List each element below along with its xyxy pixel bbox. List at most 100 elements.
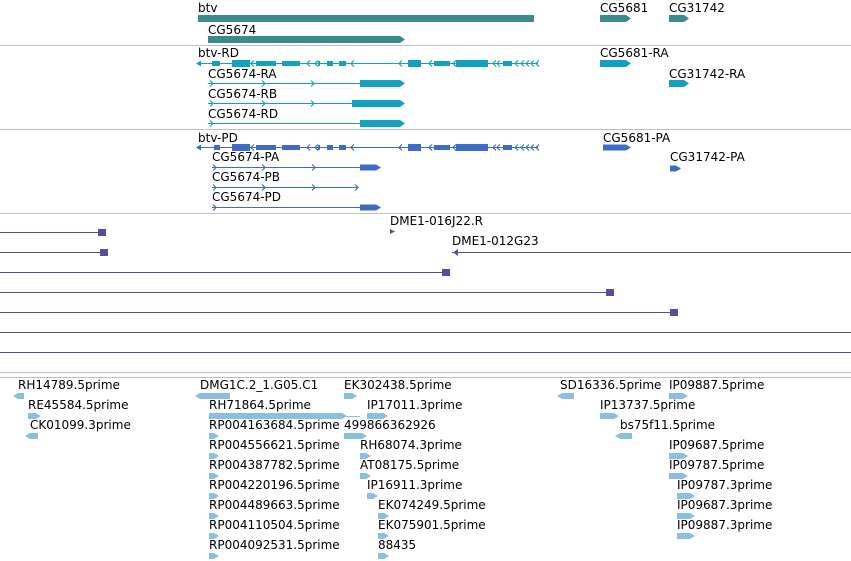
est-label-ip17011-3prime: IP17011.3prime xyxy=(367,398,462,412)
strand-arrow-btv-pd xyxy=(535,144,540,151)
clone-end xyxy=(670,309,678,316)
est-end-ip16911-3prime xyxy=(373,493,378,499)
clone-end xyxy=(100,249,108,256)
exon-btv-pd xyxy=(256,145,276,150)
exon-cg5674-rb xyxy=(352,100,400,107)
est-end-ip17011-3prime xyxy=(383,413,388,419)
est-label-88435: 88435 xyxy=(378,538,416,552)
est-feature-rp004110504-5prime xyxy=(209,533,214,539)
feature-end-cg5674-rb xyxy=(400,100,405,107)
est-label-rp004110504-5prime: RP004110504.5prime xyxy=(209,518,340,532)
est-label-ip09787-3prime: IP09787.3prime xyxy=(677,478,772,492)
strand-arrow-cg5674-ra xyxy=(261,80,266,87)
exon-cg5681 xyxy=(600,15,626,22)
feature-end-cg5674 xyxy=(400,36,405,43)
strand-arrow-cg5674-pb xyxy=(261,184,266,191)
exon-cg31742 xyxy=(669,15,684,22)
exon-btv-rd xyxy=(282,61,300,66)
est-label-499866362926: 499866362926 xyxy=(344,418,436,432)
strand-arrow-btv-pd xyxy=(496,144,501,151)
strand-arrow-btv-rd xyxy=(525,60,530,67)
feature-end-cg5681 xyxy=(626,15,631,22)
est-label-ip09787-5prime: IP09787.5prime xyxy=(669,458,764,472)
est-feature-bs75f11-5prime xyxy=(620,433,632,439)
est-end-ip09687-5prime xyxy=(683,453,688,459)
clone-track: DME1-016J22.R DME1-012G23 xyxy=(0,214,851,353)
est-end-ek075901-5prime xyxy=(384,533,389,539)
feature-label-cg5674-rb: CG5674-RB xyxy=(208,87,277,101)
est-label-rp004387782-5prime: RP004387782.5prime xyxy=(209,458,340,472)
exon-btv-pd xyxy=(434,145,450,150)
exon-btv-rd xyxy=(339,61,346,66)
est-end-rp004489663-5prime xyxy=(214,513,219,519)
feature-end-cg5681-ra xyxy=(626,60,631,67)
est-feature-rp004220196-5prime xyxy=(209,493,214,499)
est-end-rp004556621-5prime xyxy=(214,453,219,459)
exon-btv-rd xyxy=(503,61,512,66)
est-label-sd16336-5prime: SD16336.5prime xyxy=(560,378,661,392)
est-feature-ek075901-5prime xyxy=(378,533,384,539)
strand-arrow-btv-pd xyxy=(530,144,535,151)
strand-arrow-btv-rd xyxy=(306,60,311,67)
feature-label-btv-rd: btv-RD xyxy=(198,46,239,60)
clone-end-dme1-016j22-r xyxy=(390,229,395,234)
est-feature-ip09887-3prime xyxy=(677,533,690,539)
exon-btv-rd xyxy=(232,60,250,67)
est-label-rh71864-5prime: RH71864.5prime xyxy=(209,398,311,412)
strand-arrow-btv-rd xyxy=(520,60,525,67)
est-feature-ip09887-5prime xyxy=(669,393,683,399)
est-label-rp004220196-5prime: RP004220196.5prime xyxy=(209,478,340,492)
exon-cg31742-ra xyxy=(669,80,684,87)
est-end-ip09687-3prime xyxy=(690,513,695,519)
est-label-ip13737-5prime: IP13737.5prime xyxy=(600,398,695,412)
gene-track: btv CG5674 CG5681 CG31742 xyxy=(198,1,725,43)
est-label-bs75f11-5prime: bs75f11.5prime xyxy=(620,418,715,432)
est-feature-ck01099-3prime xyxy=(30,433,38,439)
exon-cg5681-pa xyxy=(603,144,626,151)
est-end-ip09787-3prime xyxy=(690,493,695,499)
est-feature-ip09687-5prime xyxy=(669,453,683,459)
est-label-ip09887-5prime: IP09887.5prime xyxy=(669,378,764,392)
exon-cg5674 xyxy=(208,36,400,43)
est-label-at08175-5prime: AT08175.5prime xyxy=(360,458,459,472)
exon-cg5674-pa xyxy=(360,164,376,171)
exon-btv-rd xyxy=(327,61,333,66)
exon-btv-rd xyxy=(318,61,320,66)
strand-arrow-cg5674-pd xyxy=(212,204,217,211)
est-label-ip09687-5prime: IP09687.5prime xyxy=(669,438,764,452)
feature-label-cg5674-pd: CG5674-PD xyxy=(212,190,281,204)
strand-arrow-cg5674-pb xyxy=(212,184,217,191)
est-label-rh14789-5prime: RH14789.5prime xyxy=(18,378,120,392)
strand-arrow-btv-pd xyxy=(350,144,355,151)
strand-arrow-btv-rd xyxy=(496,60,501,67)
est-end-ip13737-5prime xyxy=(614,413,619,419)
est-feature-sd16336-5prime xyxy=(562,393,574,399)
feature-end-cg31742-ra xyxy=(684,80,689,87)
est-end-rp004387782-5prime xyxy=(214,473,219,479)
strand-arrow-btv-pd xyxy=(514,144,519,151)
strand-arrow-btv-rd xyxy=(535,60,540,67)
feature-end-cg5674-pa xyxy=(376,164,381,171)
est-end-rp004092531-5prime xyxy=(214,553,219,559)
strand-arrow-btv-rd xyxy=(314,60,319,67)
est-end-at08175-5prime xyxy=(366,473,371,479)
est-label-re45584-5prime: RE45584.5prime xyxy=(28,398,129,412)
est-feature-rh14789-5prime xyxy=(18,393,24,399)
est-end-ip09887-5prime xyxy=(683,393,688,399)
feature-end-btv-rd xyxy=(196,60,201,67)
feature-label-cg31742-pa: CG31742-PA xyxy=(670,150,746,164)
feature-label-dme1-012g23: DME1-012G23 xyxy=(452,234,539,248)
est-label-rp004163684-5prime: RP004163684.5prime xyxy=(209,418,340,432)
est-label-ek074249-5prime: EK074249.5prime xyxy=(378,498,486,512)
strand-arrow-cg5674-rb xyxy=(209,100,214,107)
exon-btv xyxy=(198,15,534,22)
exon-btv-pd xyxy=(214,145,220,150)
est-track: RH14789.5prime RE45584.5prime CK01099.3pri… xyxy=(13,378,772,559)
est-end-499866362926 xyxy=(362,433,367,439)
exon-btv-pd xyxy=(232,144,250,151)
feature-label-cg5674: CG5674 xyxy=(208,23,256,37)
feature-label-btv: btv xyxy=(198,1,217,15)
feature-label-cg5674-ra: CG5674-RA xyxy=(208,67,277,81)
est-label-rh68074-3prime: RH68074.3prime xyxy=(360,438,462,452)
feature-end-cg5674-rd xyxy=(400,120,405,127)
